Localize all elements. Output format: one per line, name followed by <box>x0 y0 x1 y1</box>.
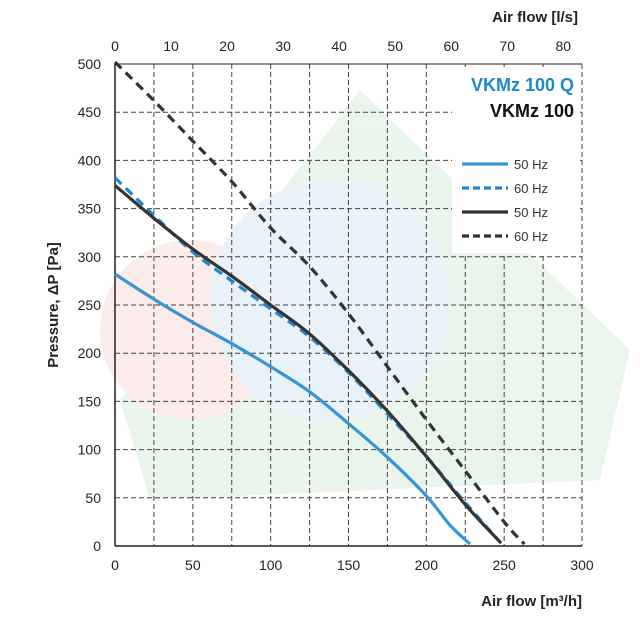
x-tick-label-bottom: 50 <box>185 557 201 573</box>
x-tick-label-bottom: 150 <box>337 557 361 573</box>
x-tick-label-bottom: 300 <box>570 557 594 573</box>
y-tick-label: 500 <box>78 56 102 72</box>
x-tick-label-bottom: 250 <box>492 557 516 573</box>
y-tick-label: 150 <box>78 393 102 409</box>
y-tick-label: 450 <box>78 104 102 120</box>
x-axis-title-bottom: Air flow [m³/h] <box>481 593 582 610</box>
x-tick-label-bottom: 100 <box>259 557 283 573</box>
x-tick-label-top: 80 <box>556 38 572 54</box>
legend-label: 60 Hz <box>514 229 548 244</box>
legend-label: 50 Hz <box>514 157 548 172</box>
x-tick-label-bottom: 0 <box>111 557 119 573</box>
x-tick-label-top: 50 <box>387 38 403 54</box>
series-line-vkmz-100-60hz <box>113 60 526 546</box>
y-tick-label: 400 <box>78 152 102 168</box>
series-line-vkmz-100-50hz <box>113 184 503 545</box>
legend-label: 60 Hz <box>514 181 548 196</box>
x-tick-label-top: 20 <box>219 38 235 54</box>
watermark-logo <box>100 90 630 500</box>
x-tick-label-top: 40 <box>331 38 347 54</box>
legend: VKMz 100 Q VKMz 100 50 Hz 60 Hz 50 Hz 60 Hz <box>452 67 580 253</box>
x-tick-label-top: 10 <box>163 38 179 54</box>
y-tick-label: 0 <box>93 538 101 554</box>
legend-label: 50 Hz <box>514 205 548 220</box>
x-tick-label-top: 70 <box>499 38 515 54</box>
chart-axes <box>114 63 582 547</box>
y-tick-label: 100 <box>78 442 102 458</box>
series-line-vkmz-100-q-50hz <box>114 272 472 546</box>
x-tick-label-bottom: 200 <box>415 557 439 573</box>
x-tick-label-top: 60 <box>443 38 459 54</box>
x-tick-label-top: 0 <box>111 38 119 54</box>
chart-series <box>113 60 526 546</box>
y-tick-label: 50 <box>85 490 101 506</box>
legend-model-title: VKMz 100 <box>490 101 574 121</box>
legend-model-title-q: VKMz 100 Q <box>471 75 574 95</box>
y-tick-label: 200 <box>78 345 102 361</box>
x-tick-label-top: 30 <box>275 38 291 54</box>
y-axis-title: Pressure, ΔP [Pa] <box>45 242 62 368</box>
y-tick-label: 350 <box>78 201 102 217</box>
legend-box <box>452 67 580 253</box>
x-axis-title-top: Air flow [l/s] <box>492 9 578 26</box>
y-tick-label: 300 <box>78 249 102 265</box>
y-tick-label: 250 <box>78 297 102 313</box>
chart-ticks: 0 50 100 150 200 250 300 0 10 20 30 40 50 60 70 80 0 50 10… <box>78 38 594 573</box>
